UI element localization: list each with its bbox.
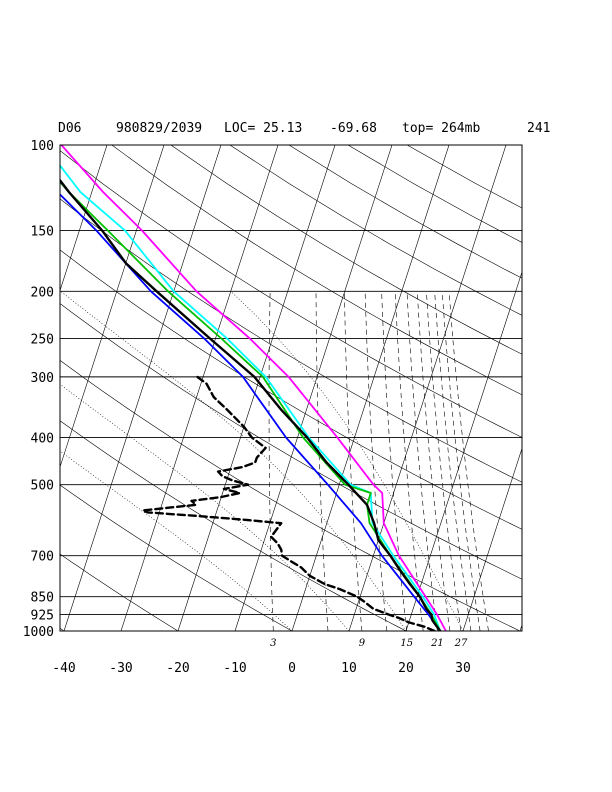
mixing-ratio-line — [381, 291, 407, 631]
pressure-tick-label: 1000 — [23, 625, 54, 640]
green-profile-line — [60, 180, 442, 631]
header-longitude: -69.68 — [330, 121, 377, 136]
mixing-ratio-line — [426, 291, 462, 631]
dry-adiabat-line — [60, 553, 179, 631]
mixing-ratio-label: 21 — [430, 638, 444, 649]
pressure-tick-label: 850 — [31, 591, 54, 606]
isotherm-line — [405, 270, 522, 631]
isotherm-line — [120, 145, 279, 631]
dry-adiabat-line — [288, 145, 522, 279]
mixing-ratio-label: 9 — [359, 638, 366, 649]
pressure-tick-label: 200 — [31, 285, 54, 300]
temperature-tick-label: -10 — [223, 661, 246, 676]
chart-header: D06 980829/2039 LOC= 25.13 -69.68 top= 2… — [58, 121, 550, 136]
mixing-ratio-line — [394, 291, 424, 631]
plot-frame — [59, 144, 523, 632]
isotherm-line — [462, 447, 522, 631]
pressure-tick-label: 300 — [31, 371, 54, 386]
mixing-ratio-line — [448, 291, 489, 631]
dry-adiabat-line — [406, 145, 522, 209]
dry-adiabat-line — [111, 145, 522, 396]
pressure-tick-label: 250 — [31, 332, 54, 347]
isotherm-line — [63, 145, 222, 631]
mixing-ratio-line — [406, 291, 438, 631]
mixing-ratio-line — [315, 291, 329, 631]
temperature-tick-label: 0 — [288, 661, 296, 676]
isotherm-line — [577, 145, 612, 631]
temperature-tick-label: -40 — [52, 661, 75, 676]
temperature-tick-label: 10 — [341, 661, 357, 676]
dewpoint-profile-line — [141, 375, 436, 631]
dry-adiabat-line — [347, 145, 522, 243]
mixing-ratio-line — [417, 291, 451, 631]
header-station: D06 — [58, 121, 81, 136]
temperature-tick-label: -20 — [166, 661, 189, 676]
pressure-tick-label: 100 — [31, 139, 54, 154]
magenta-profile-line — [60, 145, 447, 631]
mixing-ratio-label: 15 — [400, 638, 413, 649]
mixing-ratio-line — [344, 291, 363, 631]
header-location: LOC= 25.13 — [224, 121, 302, 136]
isotherm-line — [348, 145, 507, 631]
moist-adiabat-line — [60, 450, 293, 631]
mixing-ratio-line — [364, 291, 388, 631]
temperature-profile-line — [60, 178, 442, 631]
header-top: top= 264mb — [402, 121, 480, 136]
cyan-profile-line — [60, 164, 442, 631]
isotherm-line — [234, 145, 393, 631]
pressure-tick-label: 150 — [31, 225, 54, 240]
mixing-ratio-line — [441, 291, 481, 631]
mixing-ratio-label: 3 — [270, 638, 276, 649]
isotherm-line — [177, 145, 336, 631]
mixing-ratio-label: 27 — [454, 638, 468, 649]
moist-adiabat-line — [230, 291, 464, 631]
isotherm-line — [60, 145, 108, 292]
profile-lines — [60, 145, 447, 631]
pressure-tick-label: 400 — [31, 432, 54, 447]
dry-adiabat-line — [60, 150, 522, 438]
temperature-tick-label: 30 — [455, 661, 471, 676]
isotherm-line — [519, 623, 522, 631]
mixing-ratio-line — [434, 291, 472, 631]
pressure-tick-label: 500 — [31, 479, 54, 494]
blue-profile-line — [60, 193, 442, 631]
mixing-ratio-line — [268, 291, 274, 631]
pressure-tick-label: 925 — [31, 609, 54, 624]
moist-adiabat-line — [60, 291, 407, 631]
isotherm-line — [291, 145, 450, 631]
header-datetime: 980829/2039 — [116, 121, 202, 136]
temperature-tick-label: 20 — [398, 661, 414, 676]
temperature-tick-label: -30 — [109, 661, 132, 676]
header-code: 241 — [527, 121, 550, 136]
pressure-tick-label: 700 — [31, 550, 54, 565]
